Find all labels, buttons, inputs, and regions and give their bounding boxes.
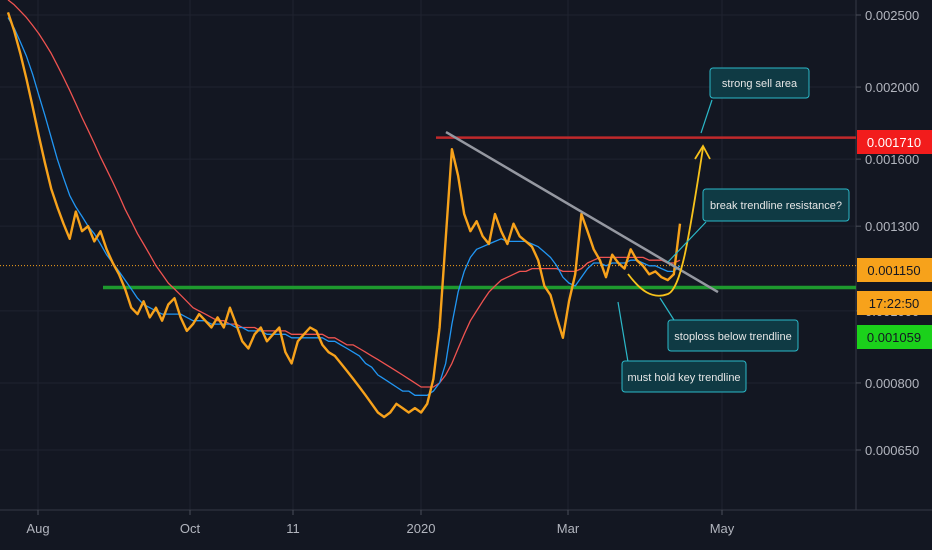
projection-arrowhead bbox=[694, 144, 711, 160]
callout-label: stoploss below trendline bbox=[674, 331, 791, 343]
price-tag bbox=[857, 325, 932, 349]
time-axis[interactable]: Aug Oct 11 2020 Mar May bbox=[26, 510, 735, 536]
y-tick-label: 0.001600 bbox=[865, 152, 919, 167]
series-line bbox=[7, 0, 681, 388]
x-tick-label: 11 bbox=[286, 521, 300, 536]
price-tag-label: 17:22:50 bbox=[869, 296, 920, 311]
callout-label: must hold key trendline bbox=[627, 372, 740, 384]
callout-pointer bbox=[659, 297, 675, 321]
price-tag-label: 0.001150 bbox=[867, 263, 920, 278]
series-line bbox=[6, 12, 682, 419]
x-tick-label: Oct bbox=[180, 521, 201, 536]
descending-trendline[interactable] bbox=[445, 130, 719, 294]
callout-pointer bbox=[617, 301, 629, 363]
callout-break-trendline[interactable]: break trendline resistance? bbox=[667, 188, 850, 263]
y-tick-label: 0.002500 bbox=[865, 8, 919, 23]
y-tick-label: 0.000800 bbox=[865, 376, 919, 391]
x-tick-label: Aug bbox=[26, 521, 49, 536]
y-tick-label: 0.002000 bbox=[865, 80, 919, 95]
callout-label: break trendline resistance? bbox=[710, 200, 842, 212]
y-tick-label: 0.000650 bbox=[865, 443, 919, 458]
projection-curve-arrow bbox=[627, 147, 704, 297]
series-line bbox=[7, 17, 681, 396]
x-tick-label: May bbox=[710, 521, 735, 536]
callout-stoploss[interactable]: stoploss below trendline bbox=[659, 297, 799, 352]
callout-box bbox=[709, 67, 810, 99]
callout-label: strong sell area bbox=[722, 78, 798, 90]
callout-must-hold[interactable]: must hold key trendline bbox=[617, 301, 747, 393]
callout-box bbox=[702, 188, 850, 222]
price-tag-label: 0.001059 bbox=[867, 330, 921, 345]
horizontal-levels bbox=[0, 136, 856, 290]
callout-pointer bbox=[700, 99, 713, 134]
x-tick-label: Mar bbox=[557, 521, 580, 536]
callout-strong-sell[interactable]: strong sell area bbox=[700, 67, 810, 134]
vertical-gridlines bbox=[37, 0, 723, 510]
price-tag bbox=[857, 258, 932, 282]
y-tick-label: 0.001300 bbox=[865, 219, 919, 234]
callout-box bbox=[667, 319, 799, 352]
callout-pointer bbox=[667, 221, 707, 263]
price-tag bbox=[857, 130, 932, 154]
series-lines bbox=[6, 0, 682, 419]
price-tag bbox=[857, 291, 932, 315]
x-tick-label: 2020 bbox=[407, 521, 436, 536]
price-tags: 0.001710 0.001150 17:22:50 0.001059 bbox=[857, 130, 932, 349]
price-tag-label: 0.001710 bbox=[867, 135, 921, 150]
callout-box bbox=[621, 360, 747, 393]
